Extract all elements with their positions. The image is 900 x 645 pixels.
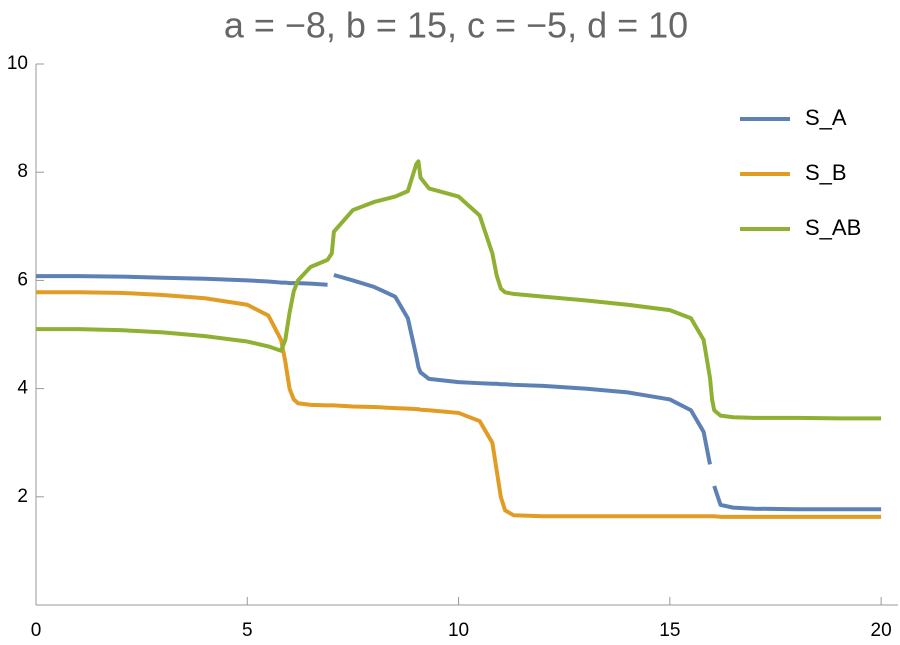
series-line xyxy=(333,273,712,465)
legend-label: S_A xyxy=(805,105,847,130)
y-tick-label: 2 xyxy=(17,486,28,507)
series-line xyxy=(36,290,882,519)
series-line xyxy=(36,274,328,287)
legend-label: S_AB xyxy=(805,215,861,240)
chart-title: a = −8, b = 15, c = −5, d = 10 xyxy=(224,5,688,46)
y-tick-label: 10 xyxy=(7,53,28,74)
series-line xyxy=(712,485,882,512)
y-tick-label: 4 xyxy=(17,378,28,399)
x-tick-label: 10 xyxy=(448,620,469,641)
y-tick-label: 8 xyxy=(17,161,28,182)
legend-label: S_B xyxy=(805,160,847,185)
y-tick-label: 6 xyxy=(17,269,28,290)
series-line xyxy=(36,159,882,421)
x-tick-label: 20 xyxy=(871,620,892,641)
x-tick-label: 15 xyxy=(659,620,680,641)
x-tick-label: 5 xyxy=(242,620,253,641)
x-tick-label: 0 xyxy=(31,620,42,641)
